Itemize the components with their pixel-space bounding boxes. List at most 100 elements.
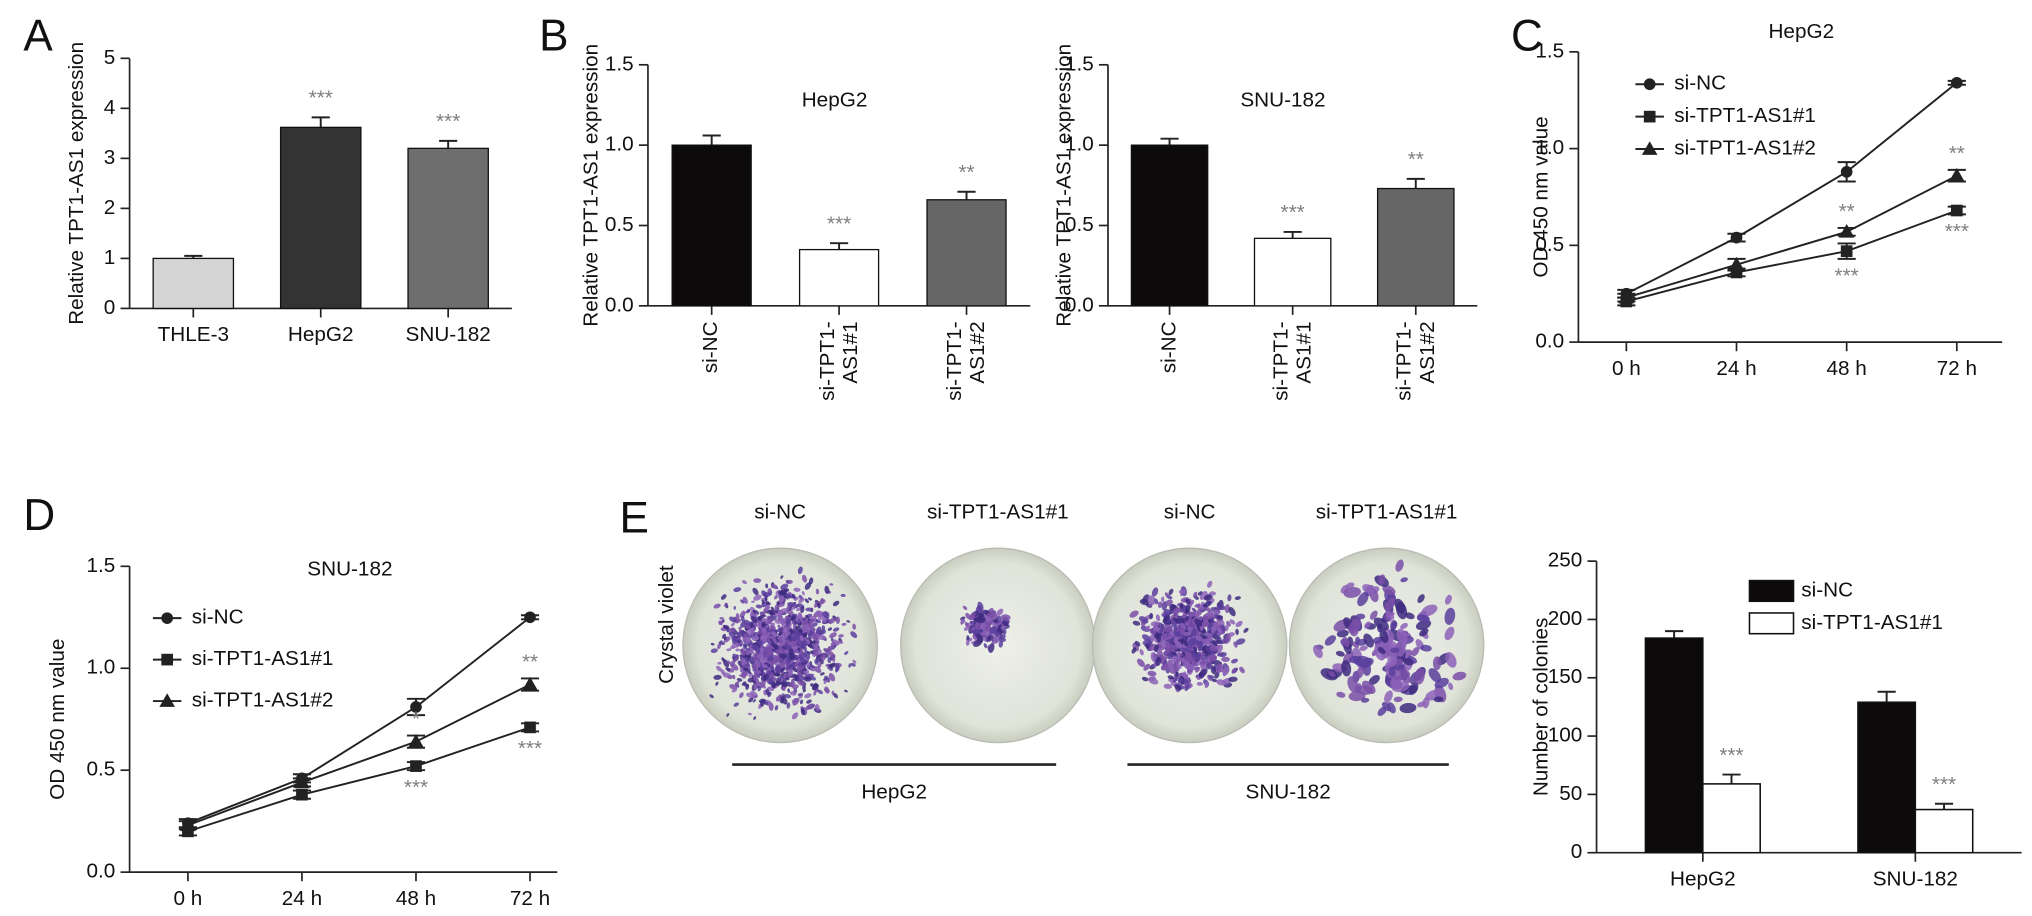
cell: [1172, 607, 1182, 614]
cell: [807, 633, 811, 639]
cell: [786, 702, 791, 709]
cell: [730, 622, 735, 627]
cell: [742, 596, 748, 604]
cell: [817, 689, 823, 695]
line: [1626, 209, 1958, 303]
cell: [795, 607, 801, 612]
y-tick-label: 3: [104, 146, 116, 169]
cell: [1164, 624, 1173, 630]
marker: [1949, 167, 1965, 182]
cell: [1201, 638, 1211, 646]
cell: [757, 685, 762, 692]
cell: [741, 661, 748, 665]
cell: [800, 606, 805, 614]
bar: [1376, 187, 1455, 307]
cell: [805, 615, 810, 619]
cell: [725, 667, 731, 672]
cell: [1173, 634, 1179, 638]
cell: [1147, 670, 1157, 677]
cell: [729, 684, 738, 690]
cell: [776, 667, 782, 671]
significance: ***: [1835, 265, 1859, 288]
cell: [1362, 661, 1372, 676]
cell: [1417, 594, 1425, 604]
y-tick-label: 1.0: [1535, 136, 1564, 159]
cell: [759, 614, 766, 619]
cell: [769, 622, 776, 628]
cell: [827, 627, 832, 631]
significance: **: [958, 161, 974, 184]
cell: [788, 669, 793, 677]
cell: [1391, 681, 1410, 693]
chart-title: SNU-182: [307, 558, 392, 581]
y-tick-label: 0.5: [1535, 233, 1564, 256]
cell: [1194, 618, 1203, 627]
legend-swatch: [1748, 579, 1795, 603]
cell: [1002, 628, 1007, 636]
cell: [1428, 668, 1442, 683]
cell: [826, 646, 834, 652]
cell: [852, 623, 856, 630]
cell: [789, 636, 798, 642]
cell: [727, 675, 734, 680]
cell: [786, 665, 791, 670]
cell: [1313, 645, 1323, 659]
y-tick-label: 1.5: [87, 554, 116, 577]
cell: [1142, 639, 1151, 645]
cell: [1182, 671, 1187, 678]
cell: [804, 582, 812, 590]
cell: [1214, 671, 1220, 679]
cell: [814, 659, 819, 665]
cell: [775, 696, 779, 702]
cell: [837, 640, 844, 644]
cell: [821, 653, 827, 662]
panel-letter: C: [1511, 12, 1543, 61]
cell: [761, 590, 768, 598]
cell: [743, 619, 751, 626]
cell: [1203, 600, 1212, 608]
cell: [778, 646, 785, 656]
cell: [820, 672, 825, 676]
cell: [1176, 662, 1182, 669]
chart-title: HepG2: [1768, 20, 1834, 43]
cell: [1138, 616, 1149, 624]
significance: ***: [404, 776, 428, 799]
cell: [977, 601, 984, 611]
cell: [800, 645, 805, 649]
cell: [741, 580, 748, 585]
y-tick-label: 50: [1559, 782, 1582, 805]
cell: [1357, 592, 1369, 607]
cell: [1167, 675, 1175, 680]
cell: [969, 612, 976, 620]
cell: [809, 667, 816, 672]
marker: [524, 611, 536, 624]
cell: [792, 697, 800, 706]
cell: [1216, 652, 1224, 657]
cell: [781, 696, 788, 705]
cell: [1234, 596, 1241, 600]
cell: [792, 649, 799, 653]
cell: [997, 624, 1002, 629]
cell: [996, 608, 1004, 616]
cell: [780, 583, 789, 590]
cell: [1444, 607, 1456, 625]
marker: [1950, 76, 1963, 89]
cell: [1360, 697, 1370, 703]
cell: [1136, 658, 1145, 668]
error-bar: [311, 116, 330, 128]
cell: [965, 639, 970, 646]
marker: [161, 653, 174, 666]
y-tick-label: 0.5: [605, 213, 634, 236]
cell: [753, 682, 758, 690]
marker: [296, 788, 308, 801]
cell: [821, 625, 826, 632]
cell: [713, 603, 721, 609]
error-bar: [1665, 630, 1684, 639]
line: [1625, 82, 1958, 295]
column-label: si-NC: [1164, 501, 1216, 524]
cell: [1165, 641, 1170, 647]
significance: ***: [827, 212, 851, 235]
y-tick-label: 0: [1571, 840, 1583, 863]
cell: [1160, 663, 1169, 671]
